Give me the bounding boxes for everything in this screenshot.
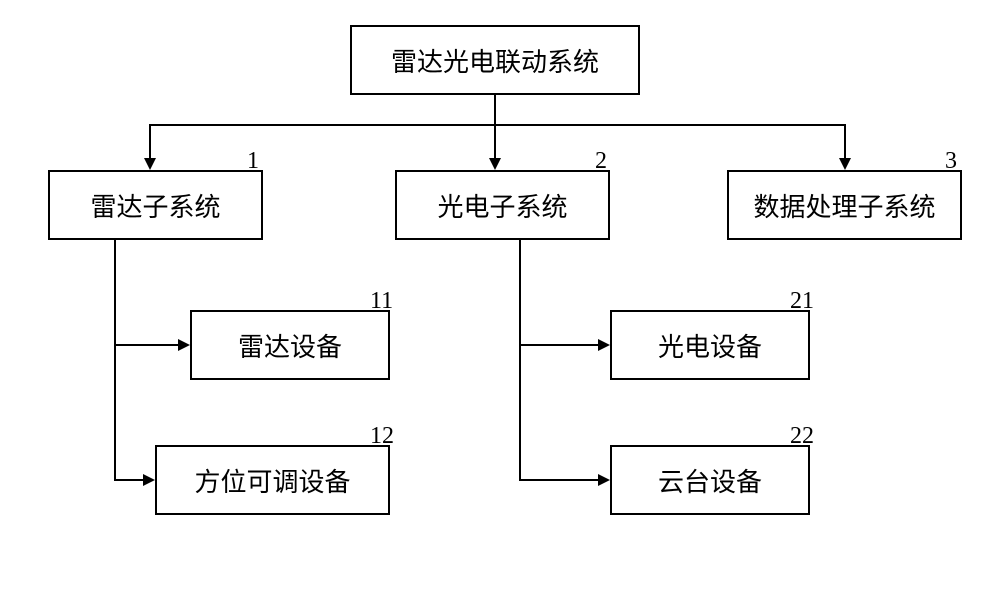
- subsystem-2-label: 光电子系统: [437, 187, 567, 224]
- subsystem-3-label: 数据处理子系统: [753, 187, 935, 224]
- leaf-11-node: 雷达设备: [190, 310, 390, 380]
- leaf-11-tag: 11: [370, 288, 393, 315]
- subsystem-3-tag: 3: [945, 148, 957, 175]
- leaf-21-label: 光电设备: [658, 327, 762, 364]
- leaf-11-label: 雷达设备: [238, 327, 342, 364]
- subsystem-1-tag: 1: [247, 148, 259, 175]
- leaf-22-tag: 22: [790, 423, 814, 450]
- leaf-22-node: 云台设备: [610, 445, 810, 515]
- subsystem-1-node: 雷达子系统: [48, 170, 263, 240]
- subsystem-3-node: 数据处理子系统: [727, 170, 962, 240]
- leaf-21-tag: 21: [790, 288, 814, 315]
- root-label: 雷达光电联动系统: [391, 42, 599, 79]
- subsystem-2-tag: 2: [595, 148, 607, 175]
- subsystem-1-label: 雷达子系统: [90, 187, 220, 224]
- leaf-22-label: 云台设备: [658, 462, 762, 499]
- leaf-12-node: 方位可调设备: [155, 445, 390, 515]
- leaf-12-label: 方位可调设备: [194, 462, 350, 499]
- root-node: 雷达光电联动系统: [350, 25, 640, 95]
- subsystem-2-node: 光电子系统: [395, 170, 610, 240]
- leaf-12-tag: 12: [370, 423, 394, 450]
- leaf-21-node: 光电设备: [610, 310, 810, 380]
